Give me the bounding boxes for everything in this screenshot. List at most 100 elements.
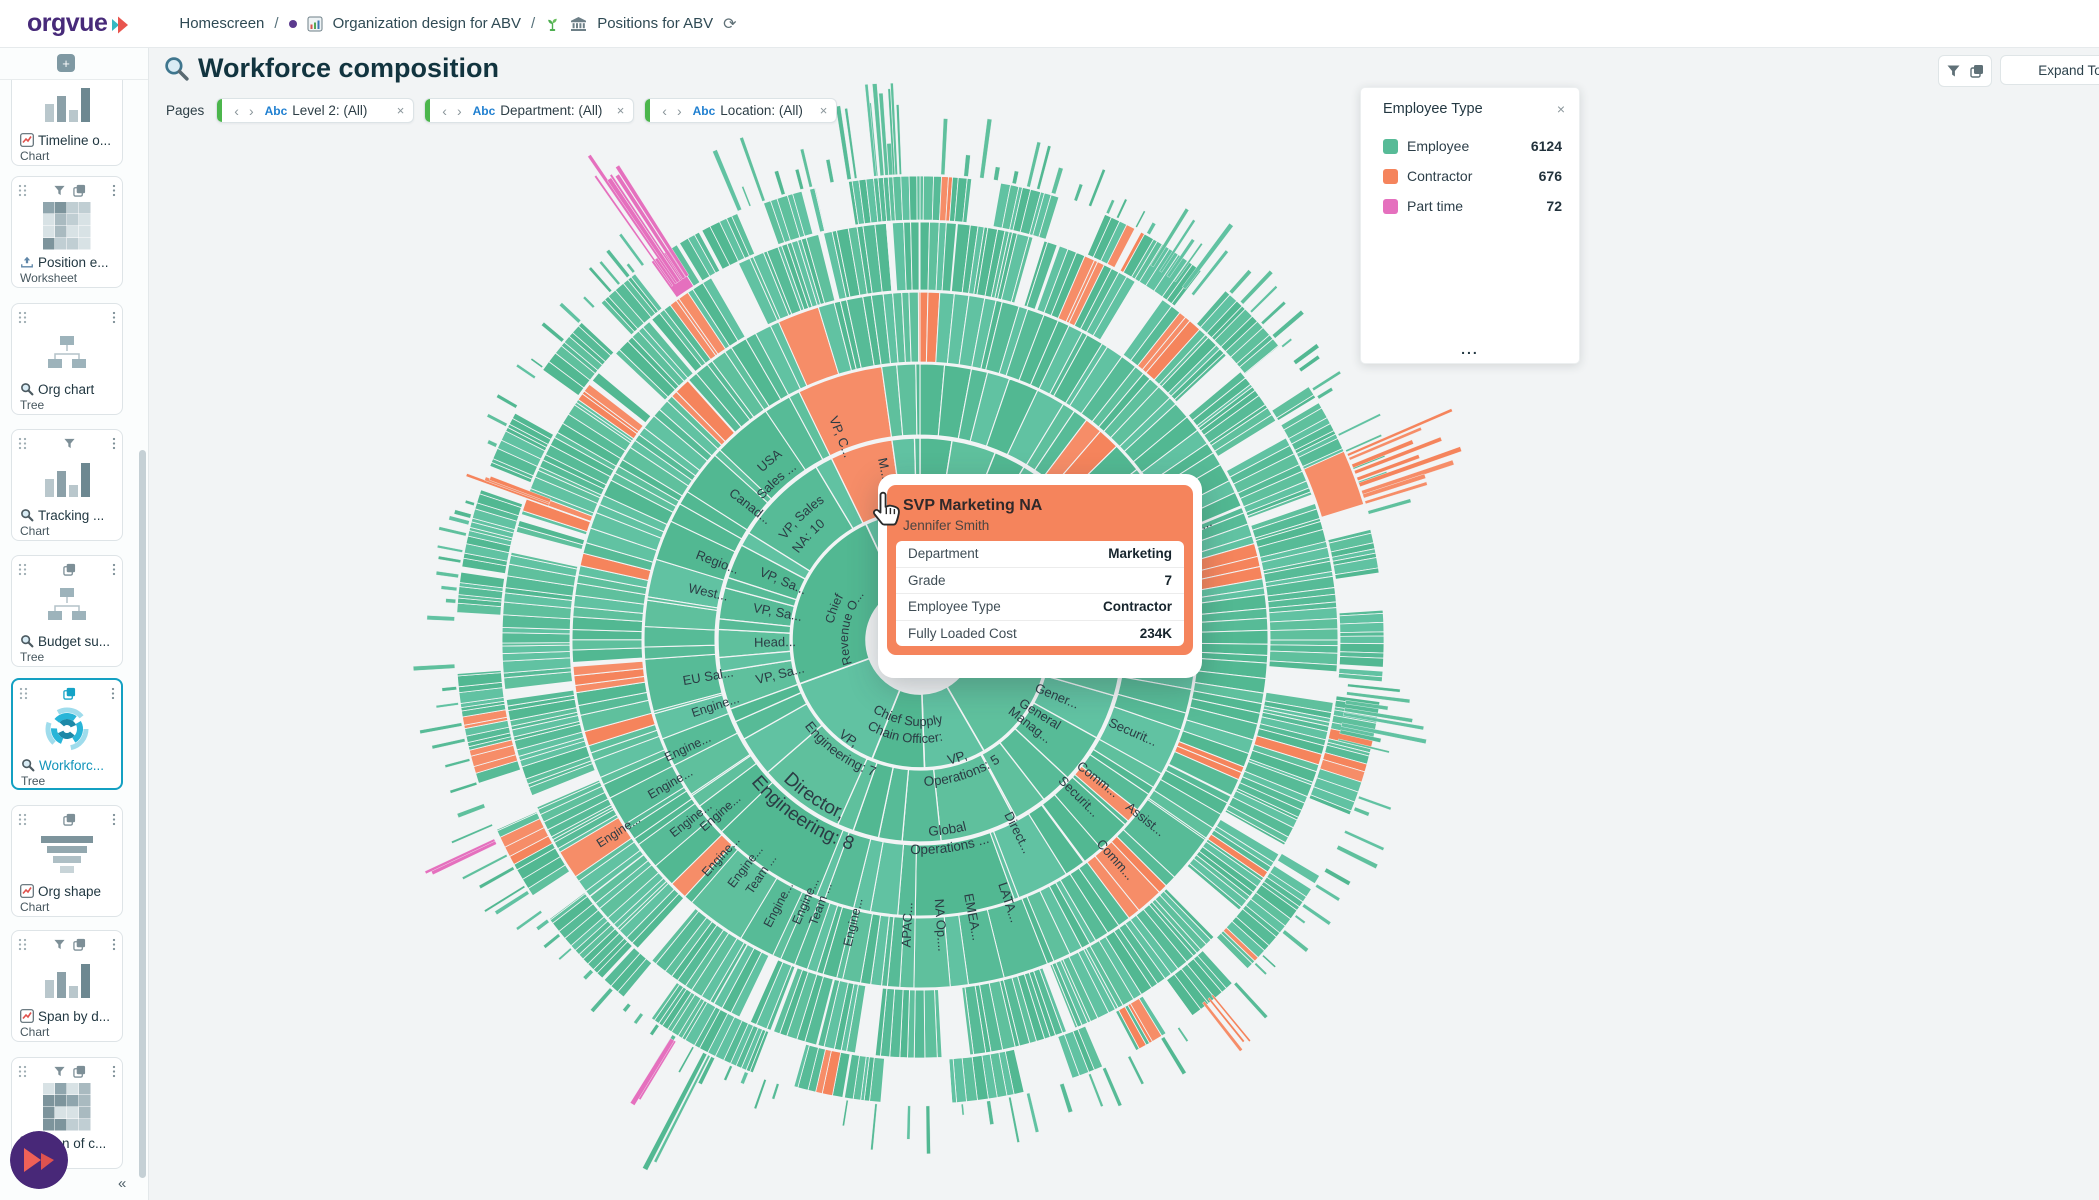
seedling-icon <box>548 18 557 31</box>
card-title: Budget su... <box>20 632 118 650</box>
chevron-right-icon[interactable]: › <box>676 102 682 119</box>
thumbnail-sunburst <box>45 707 89 751</box>
card-tools <box>19 685 115 701</box>
hover-tooltip: SVP Marketing NA Jennifer Smith Departme… <box>878 474 1202 678</box>
card-tools <box>18 182 116 198</box>
card-thumbnail <box>12 452 122 506</box>
card-type-label: Tree <box>21 774 46 788</box>
page-card-timeline-o[interactable]: Timeline o... Chart <box>11 80 123 166</box>
legend-item-employee[interactable]: Employee 6124 <box>1361 131 1579 161</box>
legend-item-contractor[interactable]: Contractor 676 <box>1361 161 1579 191</box>
card-thumbnail <box>12 199 122 253</box>
page-card-position-e[interactable]: Position e... Worksheet <box>11 176 123 288</box>
card-thumbnail <box>12 80 122 131</box>
chevron-right-icon[interactable]: › <box>248 102 254 119</box>
filter-pill-level-2[interactable]: ‹ › Abc Level 2: (All) × <box>216 98 415 123</box>
legend-color-chip <box>1383 138 1398 154</box>
sidebar-scrollbar[interactable] <box>139 450 146 1178</box>
orgvue-logo[interactable]: orgvue <box>27 9 134 38</box>
drag-handle-icon <box>18 184 27 196</box>
page-card-tracking[interactable]: Tracking ... Chart <box>11 429 123 541</box>
page-card-workforc[interactable]: Workforc... Tree <box>11 678 123 790</box>
drag-handle-icon <box>18 563 27 575</box>
pill-label: Department: (All) <box>500 103 603 118</box>
legend-title: Employee Type <box>1383 101 1483 117</box>
upload-icon <box>21 256 33 268</box>
filter-icon <box>53 185 65 195</box>
card-type-label: Chart <box>20 149 50 163</box>
card-type-label: Tree <box>20 398 45 412</box>
tooltip-row-fully-loaded-cost: Fully Loaded Cost 234K <box>896 619 1184 647</box>
kebab-menu-icon <box>111 687 115 699</box>
breadcrumb-homescreen[interactable]: Homescreen <box>179 15 265 32</box>
chevron-left-icon[interactable]: ‹ <box>234 102 239 119</box>
filter-icon <box>64 438 75 448</box>
add-page-button[interactable]: + <box>57 54 75 72</box>
legend-item-value: 72 <box>1546 198 1562 214</box>
page-card-org-chart[interactable]: Org chart Tree <box>11 303 123 415</box>
pill-label: Location: (All) <box>720 103 803 118</box>
orgvue-floating-logo[interactable] <box>10 1131 68 1189</box>
tooltip-row-label: Fully Loaded Cost <box>908 625 1017 641</box>
chart-label: NA Op.... <box>932 898 951 952</box>
project-chart-icon <box>307 16 323 31</box>
page-card-org-shape[interactable]: Org shape Chart <box>11 805 123 917</box>
card-thumbnail <box>12 1080 122 1134</box>
filter-pills-row: Pages ‹ › Abc Level 2: (All) × ‹ › Abc Departmen… <box>148 98 847 123</box>
pages-sidebar: + Timeline o... Chart Position e... Workshe… <box>0 47 149 1200</box>
legend-item-part-time[interactable]: Part time 72 <box>1361 191 1579 221</box>
page-card-span-by-d[interactable]: Span by d... Chart <box>11 930 123 1042</box>
breadcrumb-project[interactable]: Organization design for ABV <box>332 15 522 32</box>
chart-label: APAC... <box>899 902 916 948</box>
card-type-label: Worksheet <box>20 271 78 285</box>
abc-type-icon: Abc <box>472 103 496 118</box>
page-card-budget-su[interactable]: Budget su... Tree <box>11 555 123 667</box>
abc-type-icon: Abc <box>692 103 716 118</box>
page-title: Workforce composition <box>198 53 500 83</box>
chart-toolbar: Expand To <box>1938 55 2099 87</box>
card-tools <box>18 435 116 451</box>
chevron-right-icon[interactable]: › <box>456 102 462 119</box>
layers-icon <box>63 563 76 576</box>
cursor-pointer-icon <box>873 491 900 526</box>
card-thumbnail <box>12 828 122 882</box>
line-chart-icon <box>20 1009 34 1023</box>
thumbnail-tree <box>48 336 86 368</box>
chevron-left-icon[interactable]: ‹ <box>662 102 667 119</box>
chart-toolbar-icons[interactable] <box>1938 55 1992 87</box>
filter-pill-department[interactable]: ‹ › Abc Department: (All) × <box>424 98 635 123</box>
project-status-dot <box>288 19 297 28</box>
tooltip-row-value: 234K <box>1139 625 1172 641</box>
chevron-left-icon[interactable]: ‹ <box>442 102 447 119</box>
collapse-sidebar-button[interactable]: « <box>118 1175 127 1192</box>
breadcrumb-dataset[interactable]: Positions for ABV <box>597 15 714 32</box>
chart-label: Head... <box>754 634 796 650</box>
page-header: Workforce composition <box>163 53 499 84</box>
close-icon[interactable]: × <box>616 103 625 118</box>
tooltip-row-value: Marketing <box>1108 546 1172 562</box>
legend-more-icon[interactable]: ... <box>1461 341 1479 357</box>
pages-label: Pages <box>166 103 205 118</box>
card-thumbnail <box>12 953 122 1007</box>
expand-to-button[interactable]: Expand To <box>2000 55 2099 85</box>
kebab-menu-icon <box>112 938 116 950</box>
legend-close-icon[interactable]: × <box>1556 101 1565 117</box>
refresh-icon[interactable]: ⟳ <box>723 15 737 33</box>
kebab-menu-icon <box>112 311 116 323</box>
line-chart-icon <box>20 133 34 147</box>
filter-icon[interactable] <box>1947 65 1960 77</box>
magnifier-icon <box>21 509 34 522</box>
tooltip-row-value: Contractor <box>1102 599 1172 615</box>
layers-icon[interactable] <box>1969 64 1984 78</box>
breadcrumb: Homescreen / Organization design for ABV… <box>179 14 736 34</box>
thumbnail-bars <box>45 88 90 122</box>
thumbnail-bars <box>45 463 90 497</box>
close-icon[interactable]: × <box>396 103 405 118</box>
pill-accent <box>425 99 431 122</box>
thumbnail-tree <box>48 588 86 620</box>
card-tools <box>18 811 116 827</box>
close-icon[interactable]: × <box>819 103 828 118</box>
filter-pill-location[interactable]: ‹ › Abc Location: (All) × <box>644 98 838 123</box>
layers-icon <box>72 938 85 951</box>
tooltip-title: SVP Marketing NA <box>903 497 1043 514</box>
